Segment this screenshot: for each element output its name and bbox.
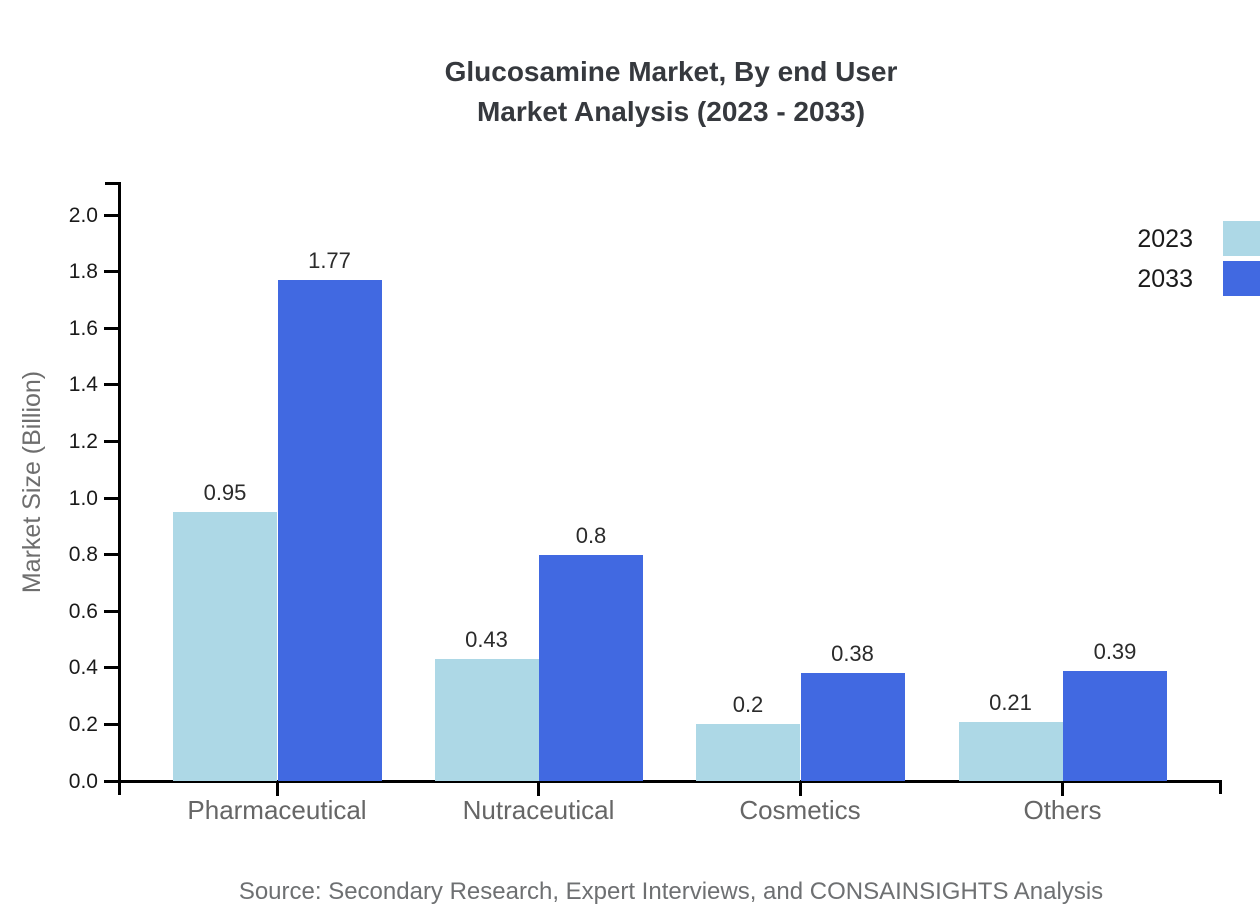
y-tick-label: 1.0 — [68, 486, 98, 510]
y-tick-mark — [104, 779, 118, 783]
legend-swatch-icon — [1223, 221, 1260, 256]
category-label-others: Others — [1023, 795, 1102, 825]
y-tick-label: 0.6 — [68, 599, 98, 623]
y-tick-label: 1.2 — [68, 429, 98, 453]
y-tick-mark — [104, 439, 118, 443]
y-tick-mark — [104, 213, 118, 217]
x-axis-line — [104, 780, 1222, 783]
bar-2023-others — [958, 721, 1063, 781]
legend-label: 2033 — [1137, 265, 1193, 293]
y-tick-label: 0.2 — [68, 712, 98, 736]
y-tick-mark — [104, 270, 118, 274]
bar-2023-cosmetics — [696, 724, 800, 781]
x-tick-mark — [275, 783, 279, 796]
y-tick-label: 0.8 — [68, 543, 98, 567]
bar-value-label: 0.39 — [1093, 638, 1137, 664]
category-label-nutraceutical: Nutraceutical — [462, 795, 615, 825]
bar-2023-nutraceutical — [434, 659, 539, 781]
y-tick-label: 2.0 — [68, 203, 98, 227]
y-tick-label: 1.8 — [68, 260, 98, 284]
legend-label: 2023 — [1137, 225, 1193, 253]
legend-item-2033: 2033 — [1040, 260, 1260, 300]
legend-item-2023: 2023 — [1040, 220, 1260, 260]
chart-title-line2: Market Analysis (2023 - 2033) — [476, 96, 866, 127]
bar-value-label: 0.8 — [575, 522, 607, 548]
bar-value-label: 0.95 — [203, 480, 247, 506]
y-tick-mark — [104, 496, 118, 500]
bar-2033-nutraceutical — [539, 554, 643, 781]
bar-2033-cosmetics — [800, 673, 905, 781]
source-note: Source: Secondary Research, Expert Inter… — [238, 878, 1104, 905]
y-tick-mark — [104, 383, 118, 387]
y-tick-label: 0.0 — [68, 769, 98, 793]
bar-2033-others — [1063, 670, 1167, 781]
bar-value-label: 0.21 — [989, 689, 1032, 715]
y-tick-mark — [104, 666, 118, 670]
bar-value-label: 0.38 — [831, 641, 874, 667]
y-tick-mark — [104, 722, 118, 726]
y-tick-mark — [104, 326, 118, 330]
y-tick-label: 1.6 — [68, 316, 98, 340]
chart-title: Glucosamine Market, By end User Market A… — [120, 52, 1222, 132]
bar-value-label: 0.43 — [465, 627, 508, 653]
x-tick-mark — [798, 783, 802, 796]
bar-2033-pharmaceutical — [277, 280, 382, 781]
x-tick-mark — [1061, 783, 1064, 796]
bar-value-label: 0.2 — [732, 692, 764, 718]
legend-swatch-icon — [1223, 261, 1260, 296]
y-axis-end-cap — [105, 182, 121, 185]
chart-title-line1: Glucosamine Market, By end User — [444, 56, 898, 87]
y-tick-label: 1.4 — [68, 373, 98, 397]
bar-2023-pharmaceutical — [173, 512, 277, 781]
x-tick-mark — [537, 783, 540, 796]
category-label-pharmaceutical: Pharmaceutical — [187, 795, 367, 825]
y-tick-mark — [104, 553, 118, 557]
y-tick-label: 0.4 — [68, 656, 98, 680]
y-tick-mark — [104, 609, 118, 613]
legend: 2023 2033 — [1040, 220, 1260, 300]
category-label-cosmetics: Cosmetics — [739, 795, 861, 825]
x-axis-end-cap — [1219, 780, 1222, 794]
y-axis-line — [118, 182, 121, 795]
bar-value-label: 1.77 — [308, 248, 351, 274]
